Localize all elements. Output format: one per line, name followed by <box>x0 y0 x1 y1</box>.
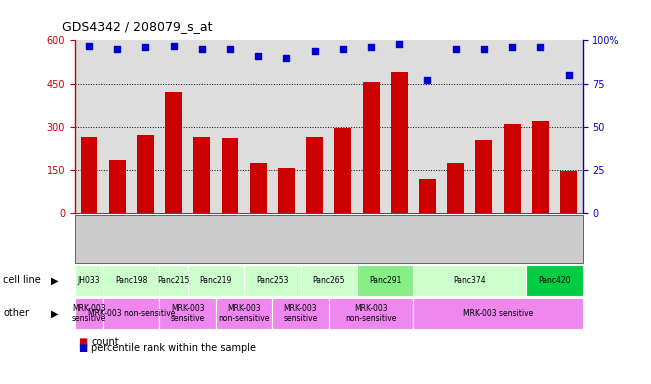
Bar <box>81 137 98 213</box>
Bar <box>137 136 154 213</box>
Text: other: other <box>3 308 29 318</box>
Point <box>225 46 235 52</box>
Point <box>197 46 207 52</box>
Point <box>253 53 264 59</box>
Bar <box>221 138 238 213</box>
Point <box>450 46 461 52</box>
Point <box>507 44 518 50</box>
Point <box>84 43 94 49</box>
Point <box>478 46 489 52</box>
Bar <box>504 124 521 213</box>
Text: MRK-003
non-sensitive: MRK-003 non-sensitive <box>346 304 396 323</box>
Bar <box>391 72 408 213</box>
Point <box>366 44 376 50</box>
Bar <box>419 179 436 213</box>
Text: percentile rank within the sample: percentile rank within the sample <box>91 343 256 353</box>
Bar <box>447 163 464 213</box>
Point <box>112 46 122 52</box>
Point <box>169 43 179 49</box>
Text: MRK-003 sensitive: MRK-003 sensitive <box>463 309 533 318</box>
Text: Panc374: Panc374 <box>454 276 486 285</box>
Text: MRK-003
sensitive: MRK-003 sensitive <box>72 304 106 323</box>
Text: ■: ■ <box>78 337 87 347</box>
Text: ■: ■ <box>78 343 87 353</box>
Point <box>422 77 433 83</box>
Text: Panc253: Panc253 <box>256 276 288 285</box>
Bar <box>475 140 492 213</box>
Text: Panc291: Panc291 <box>369 276 402 285</box>
Bar <box>363 82 380 213</box>
Bar <box>193 137 210 213</box>
Point <box>394 41 404 47</box>
Bar <box>250 163 267 213</box>
Text: MRK-003
sensitive: MRK-003 sensitive <box>171 304 205 323</box>
Point <box>535 44 546 50</box>
Bar <box>165 92 182 213</box>
Text: JH033: JH033 <box>77 276 100 285</box>
Text: Panc215: Panc215 <box>158 276 190 285</box>
Point <box>309 48 320 54</box>
Point <box>281 55 292 61</box>
Bar <box>335 128 352 213</box>
Bar <box>278 169 295 213</box>
Text: Panc198: Panc198 <box>115 276 148 285</box>
Text: Panc265: Panc265 <box>312 276 345 285</box>
Bar <box>109 160 126 213</box>
Text: MRK-003
non-sensitive: MRK-003 non-sensitive <box>219 304 270 323</box>
Text: ▶: ▶ <box>51 308 59 318</box>
Bar <box>560 171 577 213</box>
Text: cell line: cell line <box>3 275 41 285</box>
Text: Panc219: Panc219 <box>200 276 232 285</box>
Text: ▶: ▶ <box>51 275 59 285</box>
Text: MRK-003 non-sensitive: MRK-003 non-sensitive <box>88 309 175 318</box>
Bar <box>306 137 323 213</box>
Point <box>563 72 574 78</box>
Text: Panc420: Panc420 <box>538 276 571 285</box>
Point <box>140 44 150 50</box>
Text: GDS4342 / 208079_s_at: GDS4342 / 208079_s_at <box>62 20 212 33</box>
Point <box>338 46 348 52</box>
Text: MRK-003
sensitive: MRK-003 sensitive <box>283 304 318 323</box>
Text: count: count <box>91 337 118 347</box>
Bar <box>532 121 549 213</box>
